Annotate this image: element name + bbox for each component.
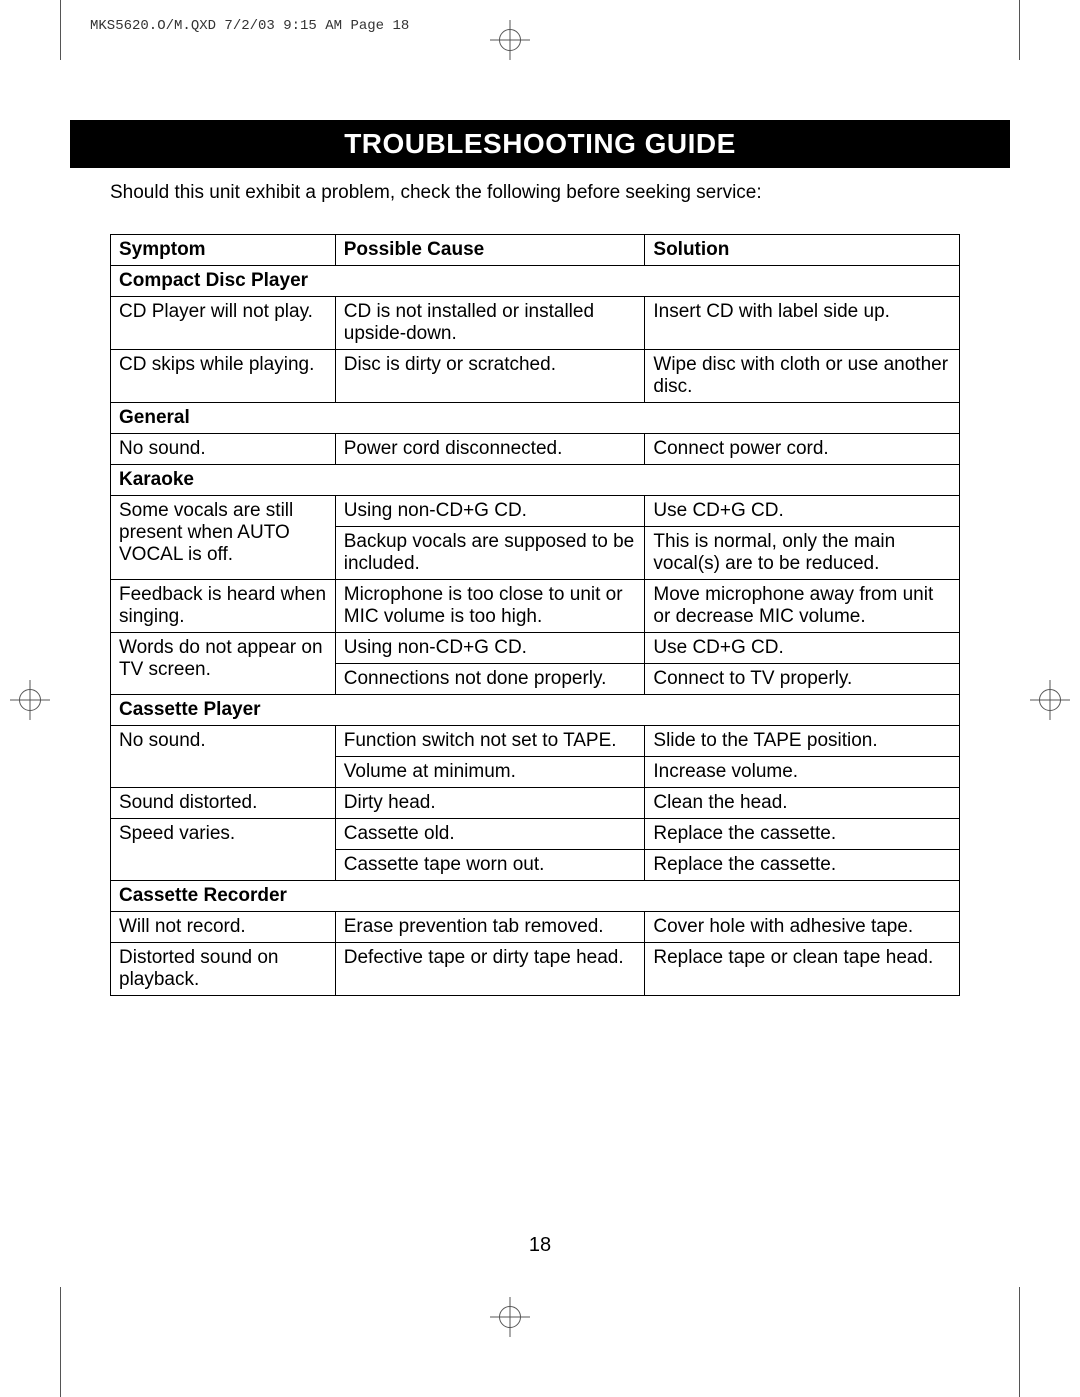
cell-symptom: Distorted sound on playback.	[111, 943, 336, 996]
page-number: 18	[0, 1234, 1080, 1257]
table-row: No sound. Power cord disconnected. Conne…	[111, 434, 960, 465]
cell-symptom: Will not record.	[111, 912, 336, 943]
crop-mark	[1019, 1287, 1020, 1397]
section-header: General	[111, 403, 960, 434]
section-name: Cassette Recorder	[111, 881, 960, 912]
cell-solution: Replace tape or clean tape head.	[645, 943, 960, 996]
table-row: Some vocals are still present when AUTO …	[111, 496, 960, 527]
table-row: No sound. Function switch not set to TAP…	[111, 726, 960, 757]
section-name: Compact Disc Player	[111, 266, 960, 297]
cell-symptom: CD skips while playing.	[111, 350, 336, 403]
table-header-row: Symptom Possible Cause Solution	[111, 235, 960, 266]
registration-mark	[490, 20, 530, 60]
section-header: Karaoke	[111, 465, 960, 496]
table-row: CD Player will not play. CD is not insta…	[111, 297, 960, 350]
cell-solution: Connect to TV properly.	[645, 664, 960, 695]
cell-symptom: CD Player will not play.	[111, 297, 336, 350]
cell-symptom: No sound.	[111, 726, 336, 788]
cell-solution: Connect power cord.	[645, 434, 960, 465]
cell-solution: This is normal, only the main vocal(s) a…	[645, 527, 960, 580]
cell-cause: Volume at minimum.	[335, 757, 645, 788]
cell-cause: Cassette tape worn out.	[335, 850, 645, 881]
section-name: Karaoke	[111, 465, 960, 496]
cell-cause: Backup vocals are supposed to be include…	[335, 527, 645, 580]
troubleshooting-table: Symptom Possible Cause Solution Compact …	[110, 234, 960, 996]
cell-symptom: Words do not appear on TV screen.	[111, 633, 336, 695]
cell-cause: Function switch not set to TAPE.	[335, 726, 645, 757]
table-row: CD skips while playing. Disc is dirty or…	[111, 350, 960, 403]
registration-mark	[490, 1297, 530, 1337]
cell-cause: Using non-CD+G CD.	[335, 496, 645, 527]
cell-cause: Dirty head.	[335, 788, 645, 819]
table-row: Words do not appear on TV screen. Using …	[111, 633, 960, 664]
cell-solution: Replace the cassette.	[645, 850, 960, 881]
cell-symptom: Speed varies.	[111, 819, 336, 881]
section-header: Compact Disc Player	[111, 266, 960, 297]
cell-solution: Use CD+G CD.	[645, 633, 960, 664]
crop-mark	[60, 0, 61, 60]
section-name: General	[111, 403, 960, 434]
cell-cause: CD is not installed or installed upside-…	[335, 297, 645, 350]
page-title: TROUBLESHOOTING GUIDE	[70, 120, 1010, 168]
cell-solution: Cover hole with adhesive tape.	[645, 912, 960, 943]
cell-solution: Replace the cassette.	[645, 819, 960, 850]
section-name: Cassette Player	[111, 695, 960, 726]
col-cause: Possible Cause	[335, 235, 645, 266]
cell-cause: Connections not done properly.	[335, 664, 645, 695]
cell-solution: Wipe disc with cloth or use another disc…	[645, 350, 960, 403]
cell-solution: Slide to the TAPE position.	[645, 726, 960, 757]
table-row: Distorted sound on playback. Defective t…	[111, 943, 960, 996]
col-symptom: Symptom	[111, 235, 336, 266]
cell-symptom: Sound distorted.	[111, 788, 336, 819]
cell-cause: Erase prevention tab removed.	[335, 912, 645, 943]
crop-mark	[1019, 0, 1020, 60]
cell-cause: Microphone is too close to unit or MIC v…	[335, 580, 645, 633]
table-row: Will not record. Erase prevention tab re…	[111, 912, 960, 943]
cell-solution: Insert CD with label side up.	[645, 297, 960, 350]
cell-cause: Using non-CD+G CD.	[335, 633, 645, 664]
cell-symptom: Some vocals are still present when AUTO …	[111, 496, 336, 580]
cell-solution: Move microphone away from unit or decrea…	[645, 580, 960, 633]
col-solution: Solution	[645, 235, 960, 266]
cell-cause: Cassette old.	[335, 819, 645, 850]
cell-solution: Increase volume.	[645, 757, 960, 788]
table-row: Speed varies. Cassette old. Replace the …	[111, 819, 960, 850]
registration-mark	[10, 680, 50, 720]
intro-text: Should this unit exhibit a problem, chec…	[110, 182, 1010, 204]
cell-cause: Power cord disconnected.	[335, 434, 645, 465]
cell-cause: Disc is dirty or scratched.	[335, 350, 645, 403]
registration-mark	[1030, 680, 1070, 720]
cell-solution: Clean the head.	[645, 788, 960, 819]
section-header: Cassette Player	[111, 695, 960, 726]
cell-solution: Use CD+G CD.	[645, 496, 960, 527]
cell-cause: Defective tape or dirty tape head.	[335, 943, 645, 996]
page-content: TROUBLESHOOTING GUIDE Should this unit e…	[70, 120, 1010, 996]
cell-symptom: Feedback is heard when singing.	[111, 580, 336, 633]
cell-symptom: No sound.	[111, 434, 336, 465]
crop-mark	[60, 1287, 61, 1397]
page-meta-line: MKS5620.O/M.QXD 7/2/03 9:15 AM Page 18	[90, 18, 409, 34]
table-row: Feedback is heard when singing. Micropho…	[111, 580, 960, 633]
section-header: Cassette Recorder	[111, 881, 960, 912]
table-row: Sound distorted. Dirty head. Clean the h…	[111, 788, 960, 819]
